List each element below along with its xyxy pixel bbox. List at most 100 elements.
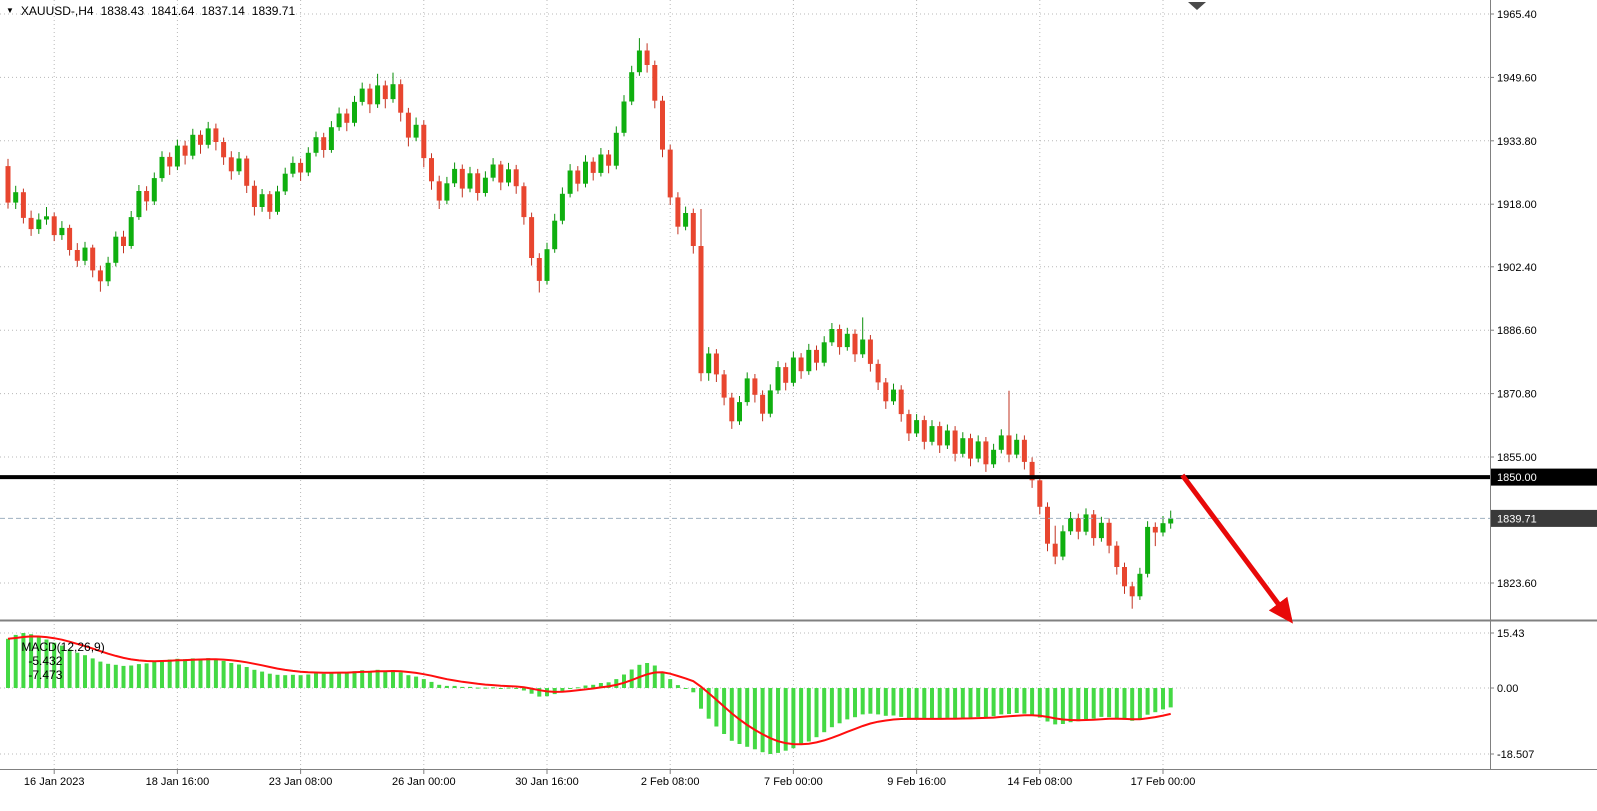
- macd-histogram-bar: [21, 633, 26, 688]
- macd-histogram-bar: [683, 688, 688, 689]
- macd-histogram-bar: [160, 660, 164, 688]
- macd-histogram-bar: [129, 665, 134, 688]
- candle-down: [182, 145, 188, 156]
- macd-histogram-bar: [883, 688, 888, 716]
- time-axis-label: 17 Feb 00:00: [1131, 776, 1196, 788]
- macd-histogram-bar: [337, 672, 342, 688]
- candle-up: [944, 430, 950, 446]
- macd-histogram-bar: [691, 688, 696, 693]
- candle-up: [105, 262, 111, 282]
- candle-down: [1029, 461, 1035, 481]
- macd-histogram-bar: [213, 659, 218, 688]
- macd-histogram-bar: [314, 673, 318, 688]
- candle-up: [567, 170, 573, 194]
- candle-up: [482, 177, 488, 193]
- macd-histogram-bar: [90, 658, 95, 688]
- macd-histogram-bar: [583, 685, 588, 688]
- macd-histogram-bar: [537, 688, 542, 697]
- candle-down: [1114, 545, 1120, 567]
- symbol-period-label: XAUUSD-,H4: [20, 4, 94, 18]
- candle-up: [1014, 439, 1020, 455]
- candle-up: [290, 162, 296, 174]
- macd-histogram-bar: [98, 661, 103, 688]
- candle-down: [675, 197, 681, 227]
- macd-histogram-bar: [660, 671, 665, 688]
- symbol-dropdown-icon[interactable]: ▼: [6, 6, 14, 15]
- macd-histogram-bar: [976, 688, 981, 717]
- macd-signal-line: [7, 635, 1171, 746]
- macd-histogram-bar: [614, 679, 619, 688]
- time-axis-label: 18 Jan 16:00: [146, 776, 210, 788]
- candle-down: [97, 270, 103, 282]
- candle-up: [190, 134, 196, 156]
- candle-up: [13, 192, 19, 203]
- macd-histogram-bar: [1107, 688, 1112, 718]
- candle-up: [36, 219, 42, 230]
- macd-histogram-bar: [344, 672, 349, 688]
- candle-down: [983, 441, 989, 465]
- candle-up: [136, 191, 142, 218]
- macd-histogram-bar: [514, 688, 519, 689]
- macd-histogram-bar: [475, 687, 480, 689]
- macd-histogram-bar: [675, 685, 680, 688]
- macd-histogram-bar: [1091, 688, 1096, 719]
- candle-down: [221, 142, 227, 158]
- macd-histogram-bar: [190, 658, 195, 688]
- macd-histogram-bar: [868, 688, 873, 714]
- macd-histogram-bar: [421, 679, 426, 688]
- candle-down: [90, 247, 96, 271]
- macd-histogram-bar: [59, 645, 64, 688]
- macd-indicator-label: MACD(12,26,9) -5.432 -7.473: [8, 626, 105, 696]
- macd-histogram-bar: [329, 673, 334, 688]
- candle-down: [883, 382, 889, 402]
- candle-down: [752, 378, 758, 395]
- candle-up: [282, 173, 288, 192]
- macd-histogram-bar: [652, 665, 657, 688]
- time-axis-label: 16 Jan 2023: [24, 776, 85, 788]
- price-axis-label: 1855.00: [1497, 452, 1537, 464]
- candle-down: [698, 246, 704, 374]
- candle-up: [621, 101, 627, 133]
- macd-histogram-bar: [67, 649, 72, 688]
- chart-shift-marker-icon[interactable]: [1188, 2, 1206, 10]
- trend-arrow[interactable]: [1180, 473, 1293, 624]
- macd-histogram-bar: [321, 673, 326, 688]
- macd-histogram-bar: [891, 688, 896, 716]
- macd-histogram-bar: [444, 685, 449, 688]
- candle-down: [459, 168, 465, 189]
- candle-up: [737, 402, 742, 422]
- ohlc-close: 1839.71: [251, 4, 296, 18]
- price-axis-label: 1949.60: [1497, 72, 1537, 84]
- macd-histogram-bar: [953, 688, 958, 719]
- macd-histogram-bar: [52, 642, 57, 688]
- macd-histogram-bar: [791, 688, 796, 749]
- candle-down: [690, 213, 696, 246]
- candle-up: [706, 353, 712, 374]
- macd-histogram-bar: [1145, 688, 1150, 715]
- macd-histogram-bar: [937, 688, 942, 719]
- price-axis-label: 1918.00: [1497, 199, 1537, 211]
- candle-down: [382, 85, 388, 100]
- price-axis-label: 1870.80: [1497, 389, 1537, 401]
- candle-down: [660, 100, 665, 150]
- candle-up: [336, 113, 342, 128]
- macd-histogram-bar: [106, 663, 111, 688]
- macd-histogram-bar: [622, 674, 626, 688]
- candle-down: [51, 216, 57, 236]
- macd-histogram-bar: [367, 670, 372, 688]
- macd-histogram-bar: [6, 638, 10, 688]
- candle-up: [790, 357, 796, 383]
- macd-histogram-bar: [252, 669, 257, 688]
- candle-down: [244, 158, 250, 186]
- macd-name: MACD(12,26,9): [21, 640, 105, 654]
- candle-down: [1106, 522, 1112, 546]
- macd-histogram-bar: [799, 688, 804, 745]
- macd-histogram-bar: [275, 674, 280, 688]
- candle-up: [506, 169, 511, 183]
- price-axis-label: 1933.80: [1497, 136, 1537, 148]
- overlays: 1850.00 1839.71: [0, 2, 1597, 624]
- candle-down: [74, 250, 80, 261]
- candle-up: [914, 420, 920, 434]
- candle-down: [167, 156, 173, 167]
